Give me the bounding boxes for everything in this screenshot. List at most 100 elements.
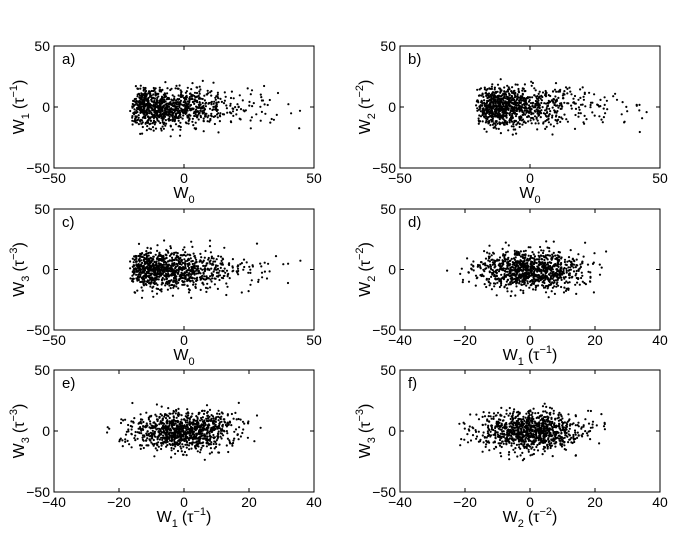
data-point	[533, 255, 537, 258]
data-point	[257, 278, 260, 281]
data-point	[163, 101, 166, 104]
data-point	[214, 260, 217, 263]
data-point	[184, 112, 187, 115]
data-point	[494, 259, 497, 263]
data-point	[200, 446, 203, 449]
data-point	[207, 423, 210, 426]
data-point	[182, 248, 185, 251]
data-point	[212, 442, 215, 446]
data-point	[567, 256, 571, 259]
data-point	[570, 104, 573, 107]
data-point	[106, 431, 109, 434]
data-point	[460, 267, 463, 270]
data-point	[163, 121, 166, 124]
data-point	[527, 120, 530, 123]
data-point	[187, 102, 190, 106]
data-point	[538, 262, 542, 265]
data-point	[480, 274, 483, 278]
data-point	[508, 104, 511, 107]
data-point	[514, 256, 517, 259]
data-point	[143, 96, 146, 99]
data-point	[514, 91, 517, 94]
data-point	[219, 266, 222, 269]
data-point	[180, 447, 183, 450]
data-point	[606, 108, 609, 111]
data-point	[494, 124, 497, 127]
data-point	[196, 115, 199, 118]
data-point	[189, 103, 193, 107]
data-point	[474, 284, 477, 287]
data-point	[211, 108, 214, 112]
data-point	[133, 108, 136, 111]
data-point	[544, 109, 547, 112]
data-point	[194, 285, 197, 288]
data-point	[182, 101, 185, 104]
data-point	[557, 118, 560, 121]
data-point	[106, 426, 109, 429]
data-point	[489, 104, 492, 107]
data-point	[549, 272, 552, 275]
data-point	[203, 256, 206, 259]
data-point	[154, 274, 157, 277]
data-point	[142, 420, 145, 424]
data-point	[140, 280, 143, 283]
y-tick-label: −50	[26, 484, 50, 500]
data-point	[179, 93, 183, 96]
data-point	[178, 103, 181, 106]
data-point	[501, 109, 504, 112]
data-point	[184, 434, 187, 437]
data-point	[198, 85, 201, 88]
data-point	[212, 260, 215, 263]
data-point	[174, 251, 178, 254]
data-point	[188, 262, 191, 265]
data-point	[542, 122, 545, 125]
data-point	[488, 115, 491, 118]
data-point	[574, 107, 578, 110]
data-point	[177, 125, 180, 128]
data-point	[579, 103, 583, 106]
data-point	[175, 436, 178, 439]
data-point	[213, 268, 216, 271]
data-point	[203, 409, 206, 412]
y-tick-label: 50	[34, 38, 50, 54]
data-point	[481, 93, 484, 96]
data-point	[137, 92, 141, 95]
data-point	[175, 408, 178, 412]
data-point	[190, 267, 194, 270]
data-point	[541, 106, 544, 109]
data-point	[153, 97, 156, 100]
data-point	[532, 276, 535, 279]
data-point	[215, 101, 218, 104]
data-point	[169, 287, 172, 290]
data-point	[175, 84, 178, 87]
data-point	[161, 117, 164, 120]
data-point	[598, 263, 601, 266]
data-point	[513, 112, 516, 115]
data-point	[557, 96, 560, 99]
data-point	[131, 115, 134, 118]
data-point	[195, 105, 198, 108]
data-point	[198, 92, 201, 95]
data-point	[604, 112, 607, 115]
data-point	[155, 287, 158, 290]
data-point	[556, 262, 559, 265]
data-point	[163, 115, 166, 118]
data-point	[170, 456, 173, 459]
data-point	[201, 420, 204, 423]
data-point	[191, 276, 194, 280]
data-point	[526, 257, 529, 260]
data-point	[186, 86, 189, 89]
data-point	[171, 444, 174, 447]
data-point	[510, 107, 513, 110]
data-point	[514, 115, 518, 118]
data-point	[128, 443, 131, 446]
data-point	[516, 276, 519, 279]
data-point	[552, 240, 555, 243]
data-point	[524, 99, 528, 102]
data-point	[503, 90, 506, 93]
data-point	[499, 95, 502, 98]
data-point	[546, 287, 549, 290]
data-point	[504, 93, 507, 96]
data-point	[139, 87, 142, 90]
